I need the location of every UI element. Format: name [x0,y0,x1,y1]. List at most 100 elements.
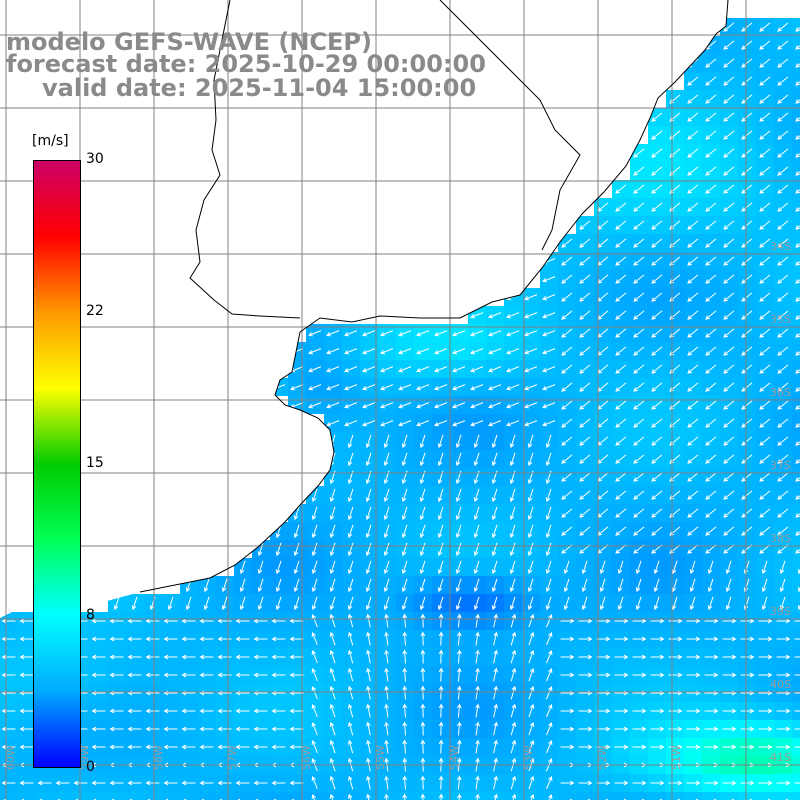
wind-arrow [705,508,717,518]
wind-arrow [635,578,642,593]
wind-arrow [509,578,516,593]
wind-arrow [687,310,699,320]
wind-arrow [73,780,88,786]
wind-arrow [402,793,408,800]
wind-arrow [725,560,732,575]
wind-arrow [759,346,771,356]
wind-arrow [668,672,683,678]
wind-arrow [199,744,214,750]
wind-arrow [475,649,480,664]
wind-arrow [383,542,390,557]
wind-arrow [127,708,142,714]
wind-arrow [579,310,591,320]
wind-arrow [776,672,791,678]
wind-arrow [380,330,394,337]
wind-arrow [705,112,717,122]
wind-arrow [329,631,336,646]
wind-arrow [579,436,591,446]
wind-arrow [380,402,394,409]
wind-cell [792,324,800,342]
wind-arrow [705,436,717,446]
wind-arrow [546,740,553,754]
wind-arrow [452,348,466,355]
wind-arrow [167,596,174,611]
wind-arrow [579,256,591,266]
wind-arrow [581,596,588,611]
lat-label: 41S [770,751,791,764]
wind-arrow [794,674,800,676]
wind-arrow [452,384,466,391]
wind-arrow [560,780,575,786]
wind-arrow [615,328,627,338]
wind-arrow [510,685,517,700]
wind-cell [792,540,800,558]
wind-arrow [257,578,264,593]
wind-arrow [686,708,701,714]
wind-arrow [741,292,753,302]
wind-arrow [420,739,426,754]
wind-arrow [741,166,753,176]
wind-cell [792,576,800,594]
wind-arrow [438,649,444,664]
wind-arrow [794,782,800,784]
wind-arrow [722,654,737,660]
wind-arrow [546,614,553,628]
wind-arrow [615,508,627,518]
wind-arrow [524,402,538,409]
wind-arrow [777,292,789,302]
wind-arrow [347,793,353,800]
wind-arrow [289,672,304,678]
wind-arrow [795,459,800,464]
wind-arrow [635,596,642,611]
wind-arrow [420,721,426,736]
wind-arrow [473,506,480,521]
wind-arrow [759,202,771,212]
wind-arrow [615,364,627,374]
wind-arrow [759,418,771,428]
wind-arrow [402,739,408,754]
wind-arrow [633,508,645,518]
wind-arrow [704,744,719,750]
wind-arrow [506,420,520,427]
wind-arrow [524,312,538,319]
lat-label: 36S [770,386,791,399]
wind-cell [756,792,774,800]
wind-arrow [127,618,142,624]
wind-arrow [723,418,735,428]
wind-arrow [671,560,678,575]
wind-arrow [528,721,535,736]
wind-arrow [365,596,372,611]
wind-arrow [651,256,663,266]
wind-arrow [632,636,647,642]
wind-arrow [795,153,800,158]
wind-arrow [401,506,408,521]
wind-arrow [759,22,771,32]
wind-arrow [651,310,663,320]
wind-arrow [545,578,552,593]
wind-arrow [741,400,753,410]
wind-arrow [493,613,498,628]
wind-arrow [456,649,462,664]
wind-arrow [633,220,645,230]
wind-arrow [329,649,336,664]
wind-arrow [759,112,771,122]
wind-arrow [633,454,645,464]
wind-arrow [758,618,773,624]
wind-arrow [741,274,753,284]
wind-cell [576,792,594,800]
wind-arrow [579,382,591,392]
wind-arrow [563,596,570,611]
wind-arrow [546,776,553,790]
wind-arrow [311,632,318,646]
wind-arrow [235,708,250,714]
wind-arrow [203,596,210,611]
wind-arrow [651,130,663,140]
valid-date: valid date: 2025-11-04 15:00:00 [42,74,477,102]
wind-arrow [347,488,354,503]
lat-label: 38S [770,532,791,545]
wind-arrow [633,472,645,482]
wind-arrow [475,775,480,790]
wind-arrow [326,330,340,337]
wind-arrow [650,654,665,660]
wind-arrow [293,596,300,611]
